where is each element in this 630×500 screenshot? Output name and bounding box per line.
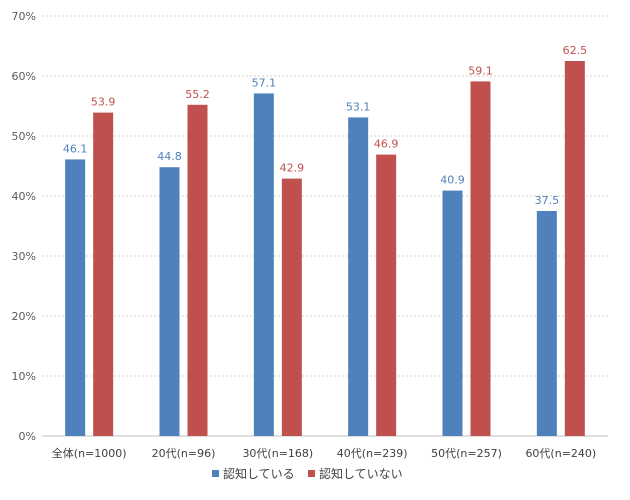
data-label: 46.1 <box>63 142 88 155</box>
bar <box>159 167 180 436</box>
legend: 認知している 認知していない <box>212 466 403 481</box>
y-tick-label: 0% <box>19 430 36 443</box>
bars <box>65 61 585 437</box>
bar <box>470 81 491 437</box>
bar <box>65 159 86 436</box>
data-label: 42.9 <box>280 162 305 175</box>
grid-lines <box>42 15 608 437</box>
bar <box>93 112 114 436</box>
bar <box>187 104 208 437</box>
category-label: 40代(n=239) <box>337 447 408 460</box>
y-tick-label: 30% <box>12 250 36 263</box>
legend-label: 認知している <box>223 466 295 481</box>
data-label: 53.1 <box>346 100 371 113</box>
bar <box>253 93 274 437</box>
y-tick-label: 50% <box>12 130 36 143</box>
category-label: 60代(n=240) <box>525 447 596 460</box>
legend-label: 認知していない <box>319 466 403 481</box>
bar <box>564 61 585 436</box>
category-label: 20代(n=96) <box>152 447 216 460</box>
legend-swatch <box>308 470 315 477</box>
y-tick-label: 60% <box>12 70 36 83</box>
y-tick-label: 70% <box>12 10 36 23</box>
bar <box>442 190 463 436</box>
data-label: 46.9 <box>374 138 399 151</box>
y-tick-label: 20% <box>12 310 36 323</box>
data-label: 37.5 <box>535 194 560 207</box>
y-axis: 0% 10% 20% 30% 40% 50% 60% 70% <box>12 10 36 443</box>
data-label: 57.1 <box>252 76 277 89</box>
data-labels: 46.1 53.9 44.8 55.2 57.1 42.9 53.1 46.9 40.9 59.1… <box>63 44 587 207</box>
bar <box>348 117 369 437</box>
category-label: 30代(n=168) <box>242 447 313 460</box>
y-tick-label: 10% <box>12 370 36 383</box>
x-axis: 全体(n=1000) 20代(n=96) 30代(n=168) 40代(n=239) 5… <box>52 446 596 460</box>
category-label: 50代(n=257) <box>431 447 502 460</box>
y-tick-label: 40% <box>12 190 36 203</box>
legend-swatch <box>212 470 219 477</box>
bar <box>536 211 557 436</box>
data-label: 40.9 <box>440 174 465 187</box>
data-label: 62.5 <box>563 44 588 57</box>
bar <box>376 154 397 436</box>
data-label: 44.8 <box>157 150 182 163</box>
bar <box>281 178 302 436</box>
category-label: 全体(n=1000) <box>52 446 127 460</box>
data-label: 59.1 <box>468 64 493 77</box>
data-label: 55.2 <box>185 88 210 101</box>
data-label: 53.9 <box>91 96 116 109</box>
